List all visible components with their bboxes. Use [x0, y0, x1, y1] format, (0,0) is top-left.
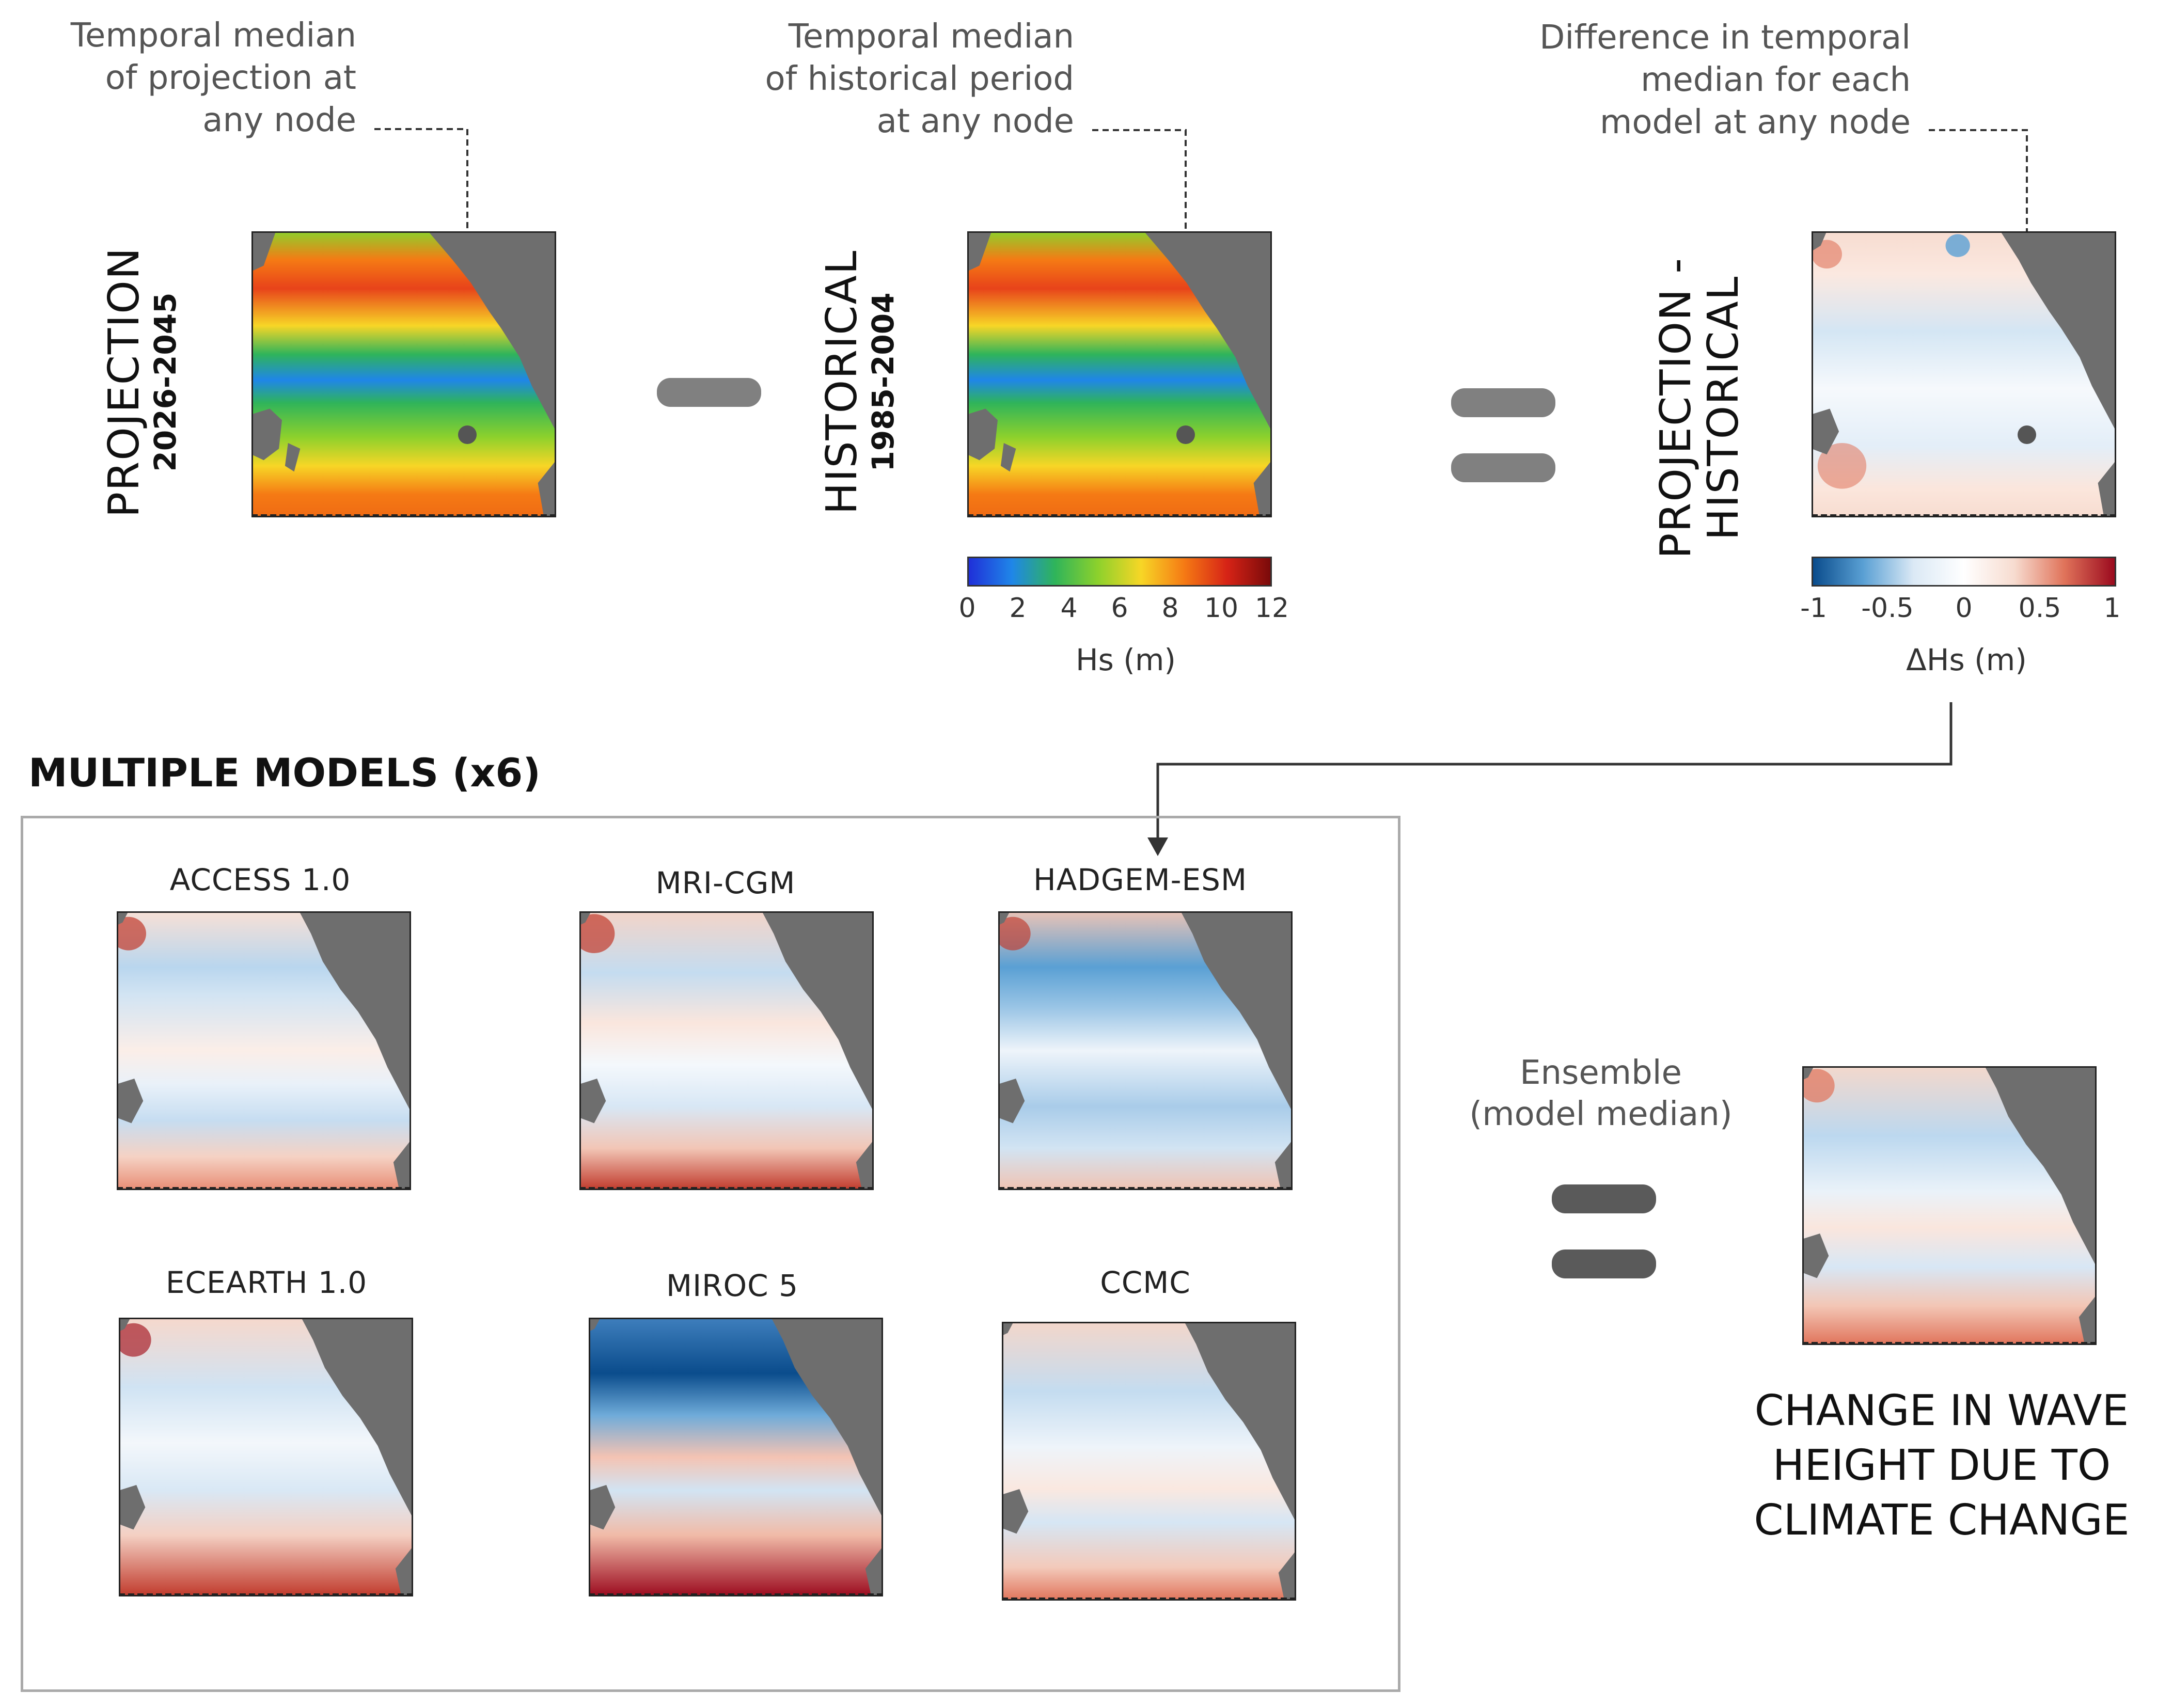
section-title-multiple-models: MULTIPLE MODELS (x6) — [28, 750, 541, 796]
leader-projection — [374, 128, 468, 434]
tick-hs: 4 — [1060, 593, 1078, 624]
map-difference — [1812, 231, 2116, 517]
tick-hs: 0 — [958, 593, 976, 624]
map-historical-dashed-edge — [967, 514, 1272, 517]
map-model-ccmc-frame — [1002, 1322, 1296, 1601]
annotation-line: Temporal median — [788, 18, 1074, 56]
annotation-historical: Temporal median of historical period at … — [723, 15, 1074, 143]
equals-operator-bottom-bar — [1451, 453, 1555, 482]
tick-dhs: 1 — [2103, 593, 2121, 624]
map-model-ecearth-dashed-edge — [119, 1593, 413, 1596]
result-caption: CHANGE IN WAVE HEIGHT DUE TO CLIMATE CHA… — [1720, 1384, 2157, 1548]
map-model-ecearth — [119, 1318, 413, 1596]
model-title-miroc: MIROC 5 — [666, 1268, 798, 1303]
map-model-hadgem-frame — [998, 911, 1293, 1190]
model-title-mri: MRI-CGM — [655, 865, 796, 900]
map-model-hadgem — [998, 911, 1293, 1190]
node-dot-projection — [458, 425, 477, 444]
annotation-line: Difference in temporal — [1539, 19, 1911, 57]
annotation-line: median for each — [1641, 61, 1911, 99]
tick-dhs: -0.5 — [1861, 593, 1914, 624]
map-model-hadgem-dashed-edge — [998, 1187, 1293, 1190]
equals-operator-top-bar — [1451, 388, 1555, 417]
annotation-projection: Temporal median of projection at any nod… — [31, 14, 356, 141]
colorbar-hs — [967, 557, 1272, 587]
map-projection — [251, 231, 556, 517]
result-caption-line2: HEIGHT DUE TO — [1772, 1441, 2111, 1490]
map-ensemble-frame — [1802, 1066, 2097, 1345]
ensemble-label-line1: Ensemble — [1520, 1054, 1682, 1092]
map-historical — [967, 231, 1272, 517]
map-ensemble — [1802, 1066, 2097, 1345]
map-model-mri — [579, 911, 874, 1190]
map-difference-dashed-edge — [1812, 514, 2116, 517]
ensemble-equals-top-bar — [1552, 1184, 1656, 1213]
tick-dhs: -1 — [1800, 593, 1827, 624]
map-model-access-frame — [117, 911, 411, 1190]
map-model-mri-frame — [579, 911, 874, 1190]
ensemble-equals-bottom-bar — [1552, 1250, 1656, 1278]
node-dot-difference — [2018, 425, 2036, 444]
colorbar-dhs-unit: ΔHs (m) — [1906, 642, 2027, 677]
map-model-miroc — [589, 1318, 883, 1596]
annotation-difference: Difference in temporal median for each m… — [1487, 17, 1911, 144]
node-markers — [458, 425, 2036, 444]
model-title-access: ACCESS 1.0 — [169, 862, 351, 897]
map-model-ecearth-frame — [119, 1318, 413, 1596]
models-box — [21, 816, 1400, 1692]
ensemble-label-line2: (model median) — [1469, 1095, 1733, 1133]
model-title-ecearth: ECEARTH 1.0 — [165, 1265, 368, 1300]
map-projection-dashed-edge — [251, 514, 556, 517]
tick-hs: 10 — [1204, 593, 1239, 624]
colorbar-hs-unit: Hs (m) — [1075, 642, 1176, 677]
colorbar-dhs — [1812, 557, 2116, 587]
node-dot-historical — [1176, 425, 1195, 444]
ensemble-label: Ensemble (model median) — [1456, 1052, 1745, 1135]
map-model-access-dashed-edge — [117, 1187, 411, 1190]
map-model-access — [117, 911, 411, 1190]
connector-arrow — [1147, 702, 1953, 856]
result-caption-line3: CLIMATE CHANGE — [1754, 1496, 2130, 1545]
map-model-ccmc — [1002, 1322, 1296, 1601]
map-model-miroc-dashed-edge — [589, 1593, 883, 1596]
annotation-line: of projection at — [105, 59, 356, 97]
model-title-hadgem: HADGEM-ESM — [1033, 862, 1248, 897]
map-ensemble-dashed-edge — [1802, 1342, 2097, 1345]
tick-dhs: 0 — [1955, 593, 1973, 624]
map-model-ccmc-dashed-edge — [1002, 1598, 1296, 1601]
map-model-mri-dashed-edge — [579, 1187, 874, 1190]
model-title-ccmc: CCMC — [1100, 1265, 1191, 1300]
leader-historical — [1092, 129, 1187, 434]
annotation-line: model at any node — [1600, 103, 1911, 141]
tick-hs: 6 — [1111, 593, 1128, 624]
annotation-line: at any node — [876, 102, 1074, 140]
result-caption-line1: CHANGE IN WAVE — [1754, 1386, 2129, 1435]
tick-hs: 8 — [1161, 593, 1179, 624]
annotation-line: any node — [202, 101, 356, 139]
annotation-line: of historical period — [765, 60, 1074, 98]
tick-dhs: 0.5 — [2018, 593, 2061, 624]
minus-operator — [657, 378, 761, 407]
annotation-line: Temporal median — [70, 17, 356, 55]
tick-hs: 2 — [1009, 593, 1027, 624]
map-model-miroc-frame — [589, 1318, 883, 1596]
tick-hs: 12 — [1254, 593, 1289, 624]
